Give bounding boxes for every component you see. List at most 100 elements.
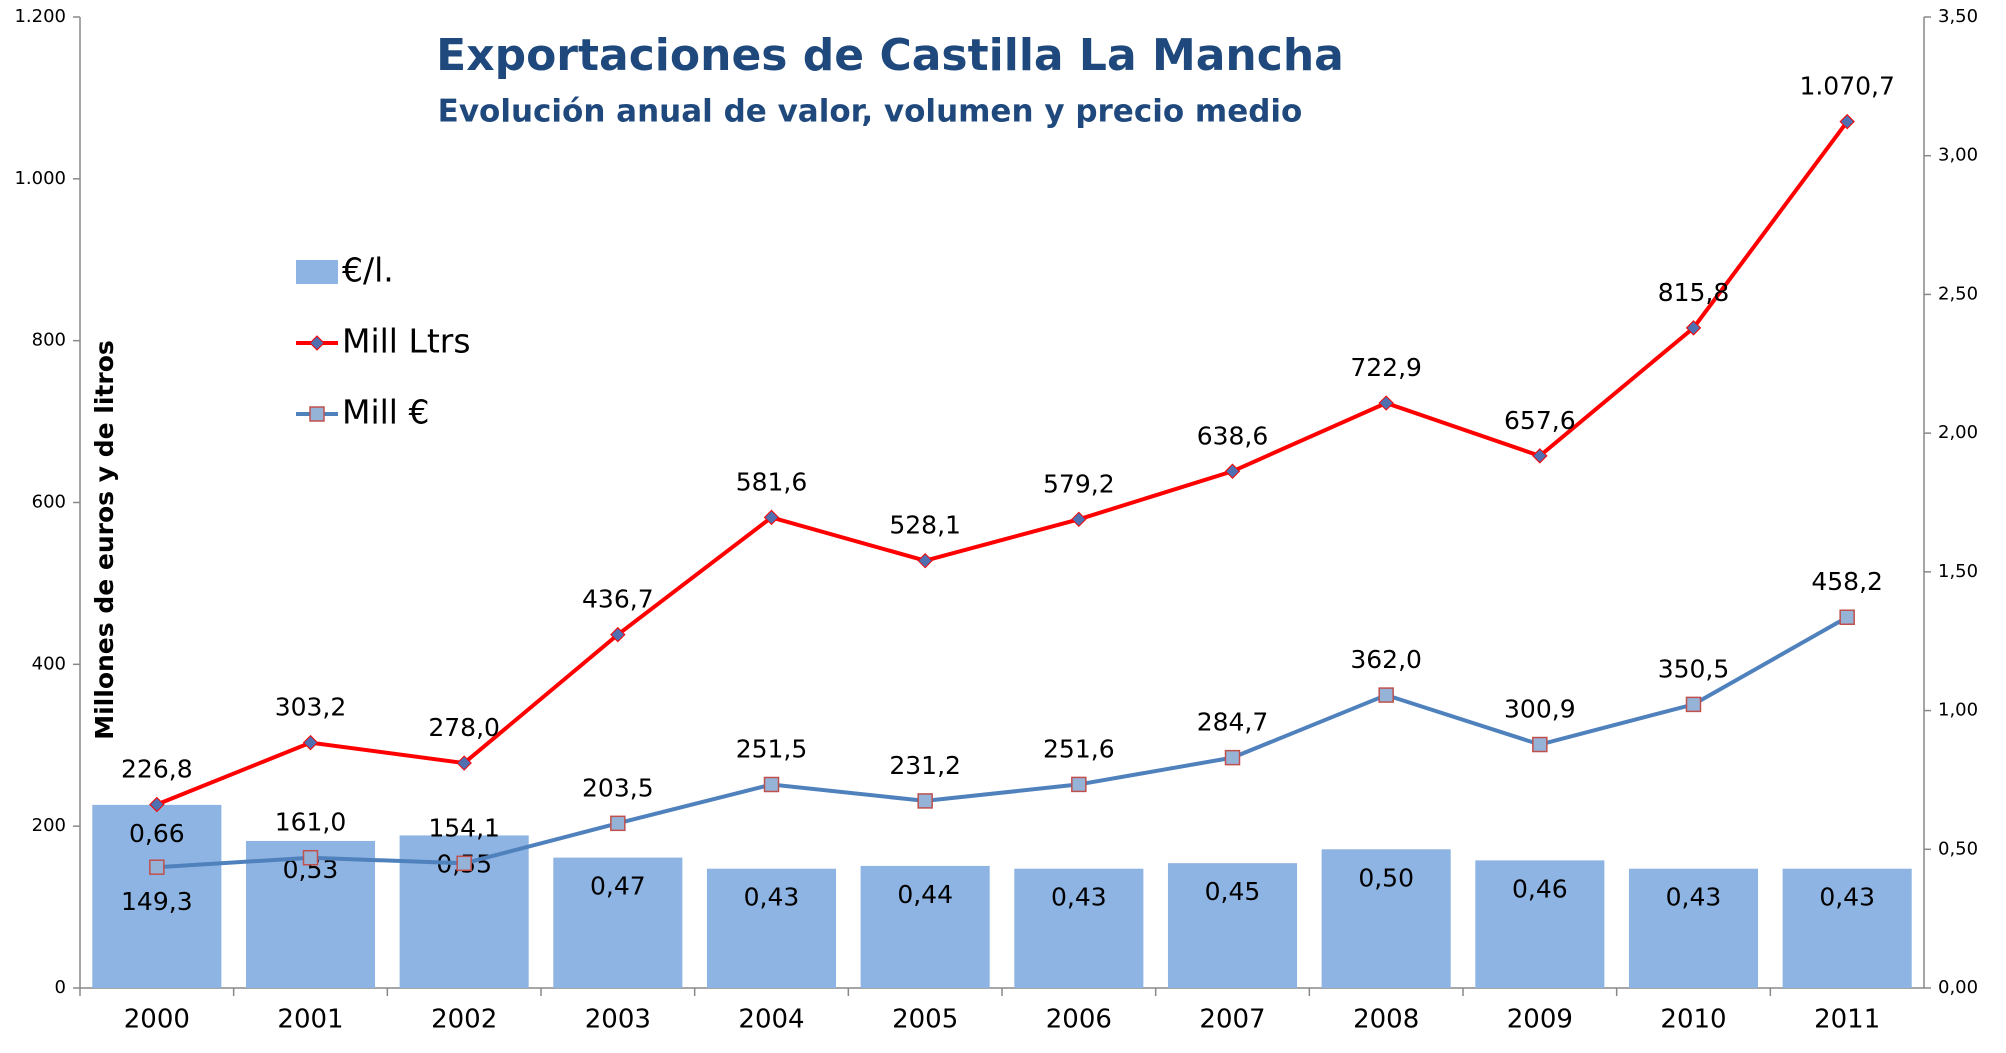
bar [553, 857, 683, 988]
data-label: 350,5 [1658, 654, 1730, 683]
data-label: 251,6 [1043, 734, 1115, 763]
bar [1628, 868, 1759, 988]
y-tick-label: 400 [32, 653, 66, 674]
point-marker [149, 859, 165, 875]
y-tick-label: 800 [32, 330, 66, 351]
data-label: 581,6 [736, 467, 808, 496]
bar [1014, 868, 1144, 988]
point-marker [1071, 511, 1087, 528]
legend-marker [309, 406, 325, 422]
legend-label: Mill € [342, 393, 429, 432]
point-marker [1839, 113, 1855, 130]
x-tick-label: 2011 [1814, 1005, 1880, 1035]
bar [92, 804, 222, 988]
point-marker [1224, 463, 1241, 479]
y-tick-label: 200 [32, 815, 66, 836]
point-marker [610, 626, 626, 643]
point-marker [1224, 749, 1241, 766]
data-label: 0,66 [129, 819, 185, 848]
bar [706, 868, 837, 988]
data-label: 0,46 [1512, 874, 1568, 903]
y2-tick-label: 3,00 [1938, 145, 1978, 166]
point-marker [1071, 776, 1087, 793]
x-tick-label: 2009 [1507, 1005, 1573, 1035]
bar [860, 865, 990, 988]
y-tick-label: 600 [32, 492, 66, 513]
point-marker [763, 509, 780, 526]
point-marker [1532, 736, 1548, 753]
data-label: 815,8 [1658, 278, 1730, 307]
legend-label: €/l. [342, 251, 394, 290]
data-label: 722,9 [1350, 353, 1422, 382]
y2-tick-label: 2,00 [1938, 422, 1978, 443]
bar [1321, 849, 1451, 988]
data-label: 154,1 [428, 813, 500, 842]
chart-title: Exportaciones de Castilla La Mancha [436, 30, 1344, 81]
y-tick-label: 1.200 [14, 6, 66, 27]
data-label: 161,0 [275, 808, 347, 837]
y2-tick-label: 1,50 [1938, 561, 1978, 582]
bar [1782, 868, 1912, 988]
point-marker [610, 815, 626, 832]
y2-tick-label: 2,50 [1938, 283, 1978, 304]
data-label: 1.070,7 [1799, 72, 1894, 101]
point-marker [302, 734, 319, 751]
data-label: 0,50 [1358, 863, 1414, 892]
line [156, 615, 1849, 870]
data-label: 231,2 [889, 751, 961, 780]
data-label: 638,6 [1197, 421, 1269, 450]
x-tick-label: 2007 [1199, 1005, 1265, 1035]
data-label: 458,2 [1811, 567, 1883, 596]
data-label: 0,43 [1819, 883, 1875, 912]
point-marker [149, 796, 165, 813]
y-tick-label: 0 [55, 977, 66, 998]
data-label: 0,44 [897, 880, 953, 909]
data-label: 278,0 [428, 713, 500, 742]
point-marker [1685, 696, 1702, 713]
point-marker [1532, 448, 1548, 464]
data-label: 579,2 [1043, 469, 1115, 498]
point-marker [456, 755, 472, 771]
point-marker [1839, 609, 1855, 625]
x-tick-label: 2001 [277, 1005, 343, 1035]
data-label: 657,6 [1504, 406, 1576, 435]
x-tick-label: 2003 [585, 1005, 651, 1035]
y-tick-label: 1.000 [14, 168, 66, 189]
y2-tick-label: 0,00 [1938, 977, 1978, 998]
data-label: 362,0 [1350, 645, 1422, 674]
x-tick-label: 2010 [1660, 1005, 1726, 1035]
data-label: 528,1 [889, 511, 961, 540]
data-label: 0,45 [1205, 877, 1261, 906]
data-label: 0,43 [1051, 883, 1107, 912]
legend-marker [309, 335, 325, 351]
y-axis-label: Millones de euros y de litros [90, 340, 119, 740]
data-label: 203,5 [582, 773, 654, 802]
data-label: 300,9 [1504, 695, 1576, 724]
x-tick-label: 2000 [124, 1005, 190, 1035]
y2-tick-label: 0,50 [1938, 838, 1978, 859]
bar [1475, 860, 1605, 988]
point-marker [302, 849, 319, 866]
point-marker [1378, 687, 1394, 703]
bar [1167, 863, 1298, 988]
x-tick-label: 2004 [738, 1005, 804, 1035]
legend-swatch [296, 260, 338, 284]
point-marker [917, 793, 933, 809]
data-label: 149,3 [121, 887, 193, 916]
x-tick-label: 2006 [1046, 1005, 1112, 1035]
x-tick-label: 2005 [892, 1005, 958, 1035]
data-label: 226,8 [121, 754, 193, 783]
point-marker [763, 776, 780, 793]
data-label: 0,43 [744, 883, 800, 912]
y2-tick-label: 1,00 [1938, 700, 1978, 721]
data-label: 284,7 [1197, 708, 1269, 737]
data-label: 436,7 [582, 585, 654, 614]
point-marker [456, 855, 472, 872]
data-label: 251,5 [736, 734, 808, 763]
y2-tick-label: 3,50 [1938, 6, 1978, 27]
x-tick-label: 2002 [431, 1005, 497, 1035]
point-marker [1378, 395, 1394, 411]
x-tick-label: 2008 [1353, 1005, 1419, 1035]
chart-subtitle: Evolución anual de valor, volumen y prec… [438, 94, 1303, 130]
